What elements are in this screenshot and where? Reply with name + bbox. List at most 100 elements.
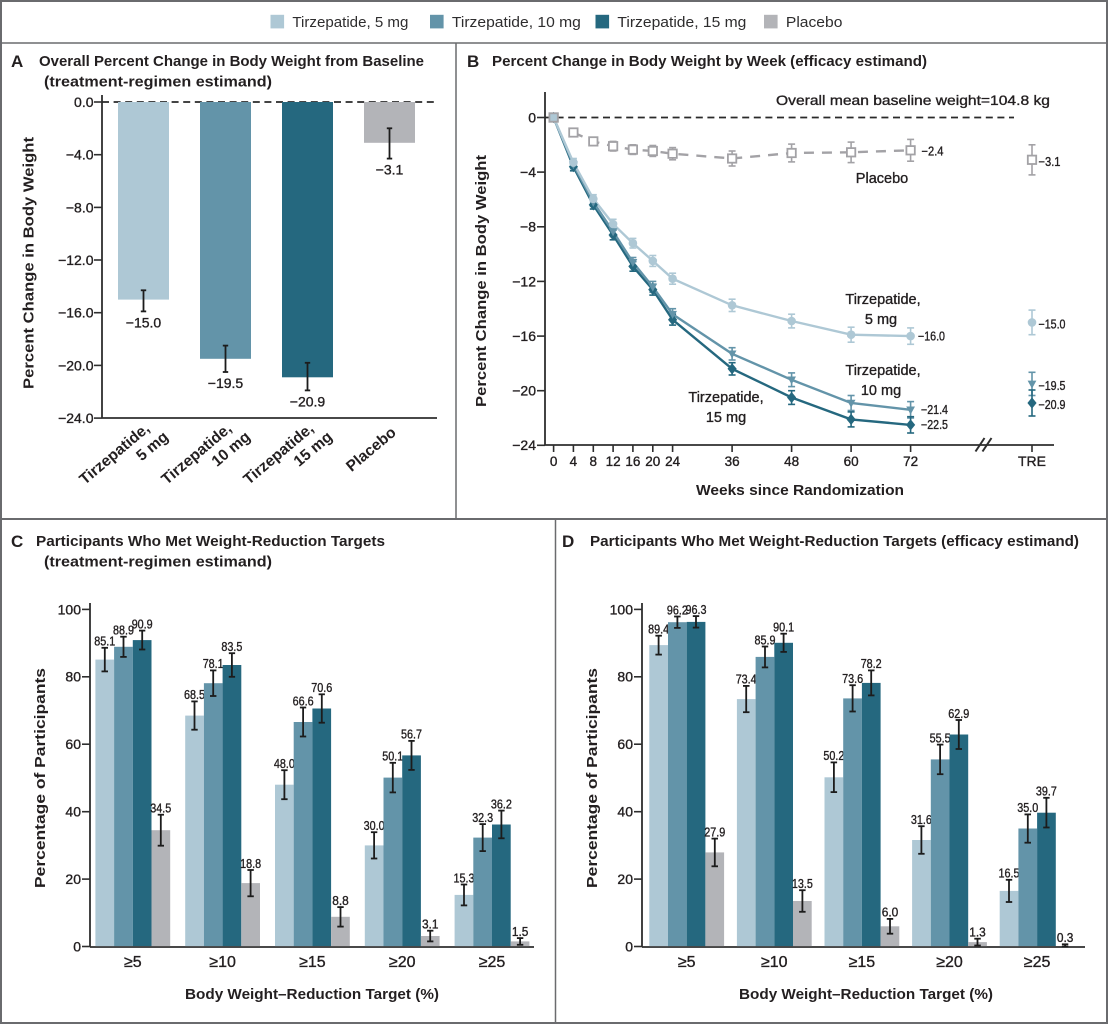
svg-text:15.3: 15.3: [454, 871, 475, 885]
svg-text:78.2: 78.2: [861, 657, 882, 671]
svg-text:−12.0: −12.0: [58, 252, 94, 268]
svg-text:0.0: 0.0: [74, 94, 94, 110]
svg-text:−8: −8: [520, 219, 536, 235]
svg-text:100: 100: [610, 601, 634, 617]
svg-text:36.2: 36.2: [491, 797, 512, 811]
svg-text:≥10: ≥10: [209, 954, 236, 971]
svg-text:50.1: 50.1: [382, 750, 403, 764]
svg-text:−21.4: −21.4: [921, 403, 948, 417]
svg-text:0: 0: [528, 109, 536, 125]
svg-text:≥25: ≥25: [479, 954, 506, 971]
svg-text:Tirzepatide, 5 mg: Tirzepatide, 5 mg: [292, 15, 408, 31]
svg-text:27.9: 27.9: [704, 825, 725, 839]
svg-text:B: B: [467, 52, 479, 71]
svg-text:85.1: 85.1: [94, 635, 115, 649]
svg-text:−15.0: −15.0: [1039, 317, 1066, 331]
svg-text:6.0: 6.0: [882, 906, 899, 920]
svg-text:90.1: 90.1: [773, 621, 794, 635]
svg-text:68.5: 68.5: [184, 688, 205, 702]
svg-text:−15.0: −15.0: [126, 314, 162, 330]
svg-text:48: 48: [784, 454, 799, 469]
svg-text:Overall Percent Change in Body: Overall Percent Change in Body Weight fr…: [39, 53, 424, 70]
svg-text:Tirzepatide,: Tirzepatide,: [845, 363, 920, 379]
svg-text:80: 80: [65, 669, 81, 685]
svg-text:Percent Change in Body Weight: Percent Change in Body Weight: [21, 137, 38, 389]
svg-text:20: 20: [617, 871, 633, 887]
svg-text:−19.5: −19.5: [208, 375, 244, 391]
svg-text:Overall mean baseline weight=1: Overall mean baseline weight=104.8 kg: [776, 92, 1050, 108]
svg-text:60: 60: [617, 736, 633, 752]
svg-text:16.5: 16.5: [999, 867, 1020, 881]
svg-text:≥20: ≥20: [936, 954, 963, 971]
svg-text:≥25: ≥25: [1024, 954, 1051, 971]
svg-text:−20: −20: [512, 383, 536, 399]
svg-text:8.8: 8.8: [332, 894, 349, 908]
svg-text:4: 4: [570, 454, 578, 469]
svg-text:Weeks since Randomization: Weeks since Randomization: [696, 482, 904, 499]
svg-text:C: C: [11, 532, 23, 551]
svg-text:72: 72: [903, 454, 918, 469]
svg-text:73.6: 73.6: [842, 672, 863, 686]
svg-text:Placebo: Placebo: [786, 15, 843, 31]
svg-text:Placebo: Placebo: [856, 171, 908, 187]
svg-text:73.4: 73.4: [736, 673, 757, 687]
svg-text:0: 0: [73, 938, 81, 954]
svg-text:−20.0: −20.0: [58, 357, 94, 373]
svg-text:Percent Change in Body Weight: Percent Change in Body Weight by Week (e…: [492, 53, 927, 70]
svg-text:96.2: 96.2: [667, 603, 688, 617]
svg-text:Percentage of Participants: Percentage of Participants: [584, 668, 601, 888]
svg-text:8: 8: [590, 454, 598, 469]
svg-text:−3.1: −3.1: [1039, 155, 1061, 169]
svg-text:−20.9: −20.9: [1039, 398, 1066, 412]
svg-text:5 mg: 5 mg: [865, 312, 897, 328]
svg-text:78.1: 78.1: [203, 657, 224, 671]
svg-text:90.9: 90.9: [132, 617, 153, 631]
svg-text:30.0: 30.0: [364, 819, 385, 833]
svg-text:Percentage of Participants: Percentage of Participants: [32, 668, 49, 888]
svg-text:83.5: 83.5: [221, 640, 242, 654]
svg-text:Tirzepatide, 10 mg: Tirzepatide, 10 mg: [452, 15, 581, 31]
svg-text:TRE: TRE: [1018, 453, 1046, 469]
svg-text:34.5: 34.5: [150, 802, 171, 816]
svg-text:−12: −12: [512, 273, 536, 289]
svg-text:−22.5: −22.5: [921, 418, 948, 432]
svg-text:31.6: 31.6: [911, 813, 932, 827]
svg-text:−20.9: −20.9: [290, 393, 326, 409]
svg-text:40: 40: [617, 804, 633, 820]
svg-text:≥15: ≥15: [849, 954, 876, 971]
svg-text:100: 100: [58, 601, 82, 617]
svg-text:60: 60: [65, 736, 81, 752]
svg-text:20: 20: [645, 454, 660, 469]
svg-text:Percent Change in Body Weight: Percent Change in Body Weight: [473, 155, 490, 407]
svg-text:−24.0: −24.0: [58, 410, 94, 426]
svg-text:50.2: 50.2: [823, 749, 844, 763]
svg-text:D: D: [562, 532, 574, 551]
svg-text:3.1: 3.1: [422, 918, 439, 932]
svg-text:A: A: [11, 52, 23, 71]
svg-text:≥5: ≥5: [124, 954, 142, 971]
svg-text:89.4: 89.4: [648, 623, 669, 637]
svg-text:20: 20: [65, 871, 81, 887]
svg-text:≥20: ≥20: [389, 954, 416, 971]
svg-text:≥5: ≥5: [678, 954, 696, 971]
svg-text:Participants Who Met Weight-Re: Participants Who Met Weight-Reduction Ta…: [590, 533, 1079, 550]
svg-text:Tirzepatide,: Tirzepatide,: [845, 292, 920, 308]
svg-text:62.9: 62.9: [948, 707, 969, 721]
svg-text:85.9: 85.9: [755, 633, 776, 647]
svg-text:18.8: 18.8: [240, 857, 261, 871]
svg-text:10 mg: 10 mg: [861, 383, 901, 399]
svg-text:0: 0: [625, 938, 633, 954]
svg-text:60: 60: [844, 454, 859, 469]
svg-text:−2.4: −2.4: [922, 145, 944, 159]
svg-text:Tirzepatide,: Tirzepatide,: [688, 390, 763, 406]
svg-text:−24: −24: [512, 437, 536, 453]
svg-text:40: 40: [65, 804, 81, 820]
svg-text:15 mg: 15 mg: [706, 410, 746, 426]
svg-text:80: 80: [617, 669, 633, 685]
svg-text:Tirzepatide, 15 mg: Tirzepatide, 15 mg: [617, 15, 746, 31]
svg-text:56.7: 56.7: [401, 728, 422, 742]
svg-text:55.5: 55.5: [930, 731, 951, 745]
svg-text:0.3: 0.3: [1057, 931, 1074, 945]
svg-text:39.7: 39.7: [1036, 785, 1057, 799]
svg-text:Body Weight–Reduction Target (: Body Weight–Reduction Target (%): [739, 986, 993, 1003]
